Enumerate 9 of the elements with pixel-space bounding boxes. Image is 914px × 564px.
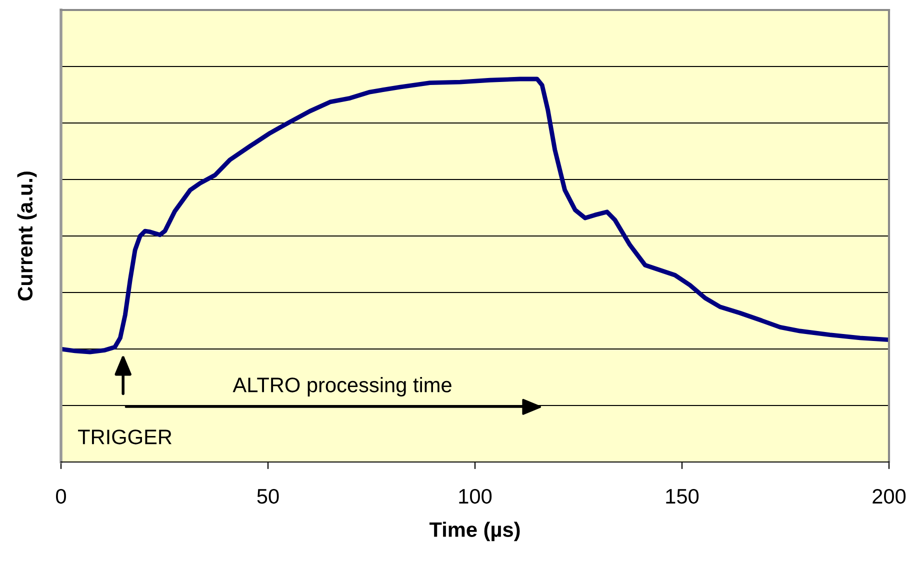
annotation: TRIGGER	[78, 430, 172, 444]
x-tick-label: 0	[56, 488, 66, 504]
annotation: ALTRO processing time	[232, 377, 452, 396]
y-axis-title: Current (a.u.)	[17, 172, 37, 301]
x-tick-label: 150	[666, 488, 699, 504]
x-tick-label: 100	[459, 488, 492, 504]
x-tick-label: 200	[872, 488, 906, 504]
x-tick-label: 50	[257, 488, 279, 504]
x-axis-title: Time (µs)	[429, 522, 520, 542]
